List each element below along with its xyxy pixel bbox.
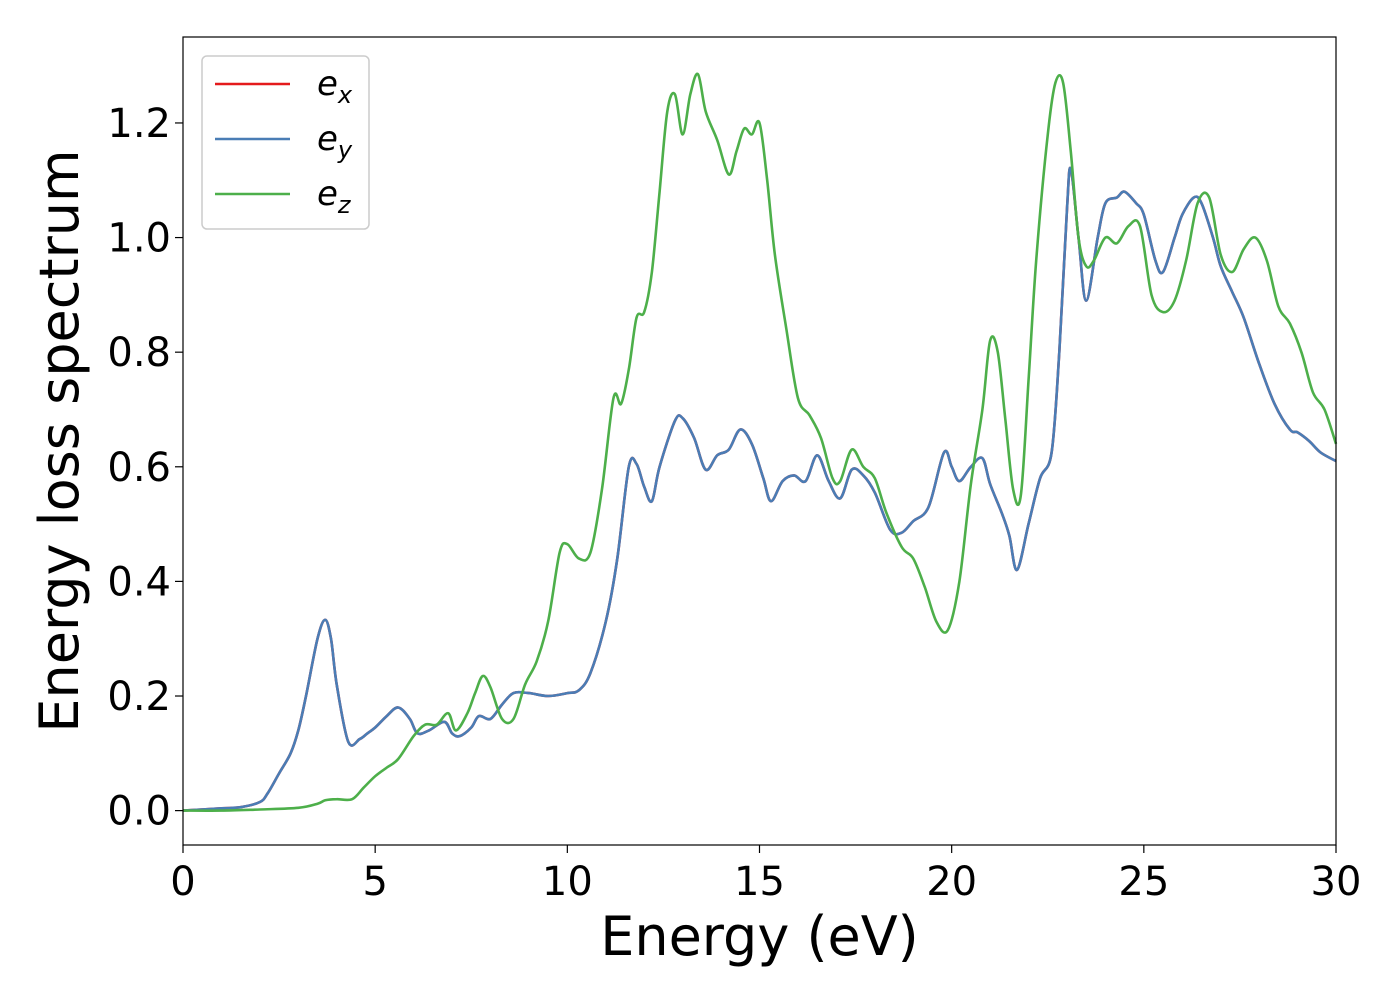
y-tick-label: 0.0: [107, 789, 171, 835]
x-tick-label: 5: [362, 859, 387, 905]
x-tick-label: 30: [1311, 859, 1362, 905]
x-axis-label: Energy (eV): [600, 905, 919, 968]
x-tick-label: 10: [542, 859, 593, 905]
y-tick-label: 0.8: [107, 330, 171, 376]
series-line-ey: [182, 166, 1337, 812]
series-lines: [182, 72, 1338, 812]
x-tick-label: 20: [926, 859, 977, 905]
y-tick-label: 1.2: [107, 101, 171, 147]
x-tick-label: 25: [1118, 859, 1169, 905]
y-tick-label: 1.0: [107, 216, 171, 262]
series-line-ez: [182, 72, 1338, 812]
x-tick-label: 15: [734, 859, 785, 905]
x-tick-label: 0: [170, 859, 195, 905]
legend-box: [201, 55, 370, 230]
y-axis-label: Energy loss spectrum: [28, 149, 91, 732]
y-axis-ticks: 0.0 0.2 0.4 0.6 0.8 1.0 1.2: [107, 101, 183, 835]
x-axis-ticks: 0 5 10 15 20 25 30: [170, 845, 1361, 905]
y-tick-label: 0.6: [107, 445, 171, 491]
y-tick-label: 0.2: [107, 674, 171, 720]
plot-area: [183, 37, 1336, 845]
y-tick-label: 0.4: [107, 559, 171, 605]
